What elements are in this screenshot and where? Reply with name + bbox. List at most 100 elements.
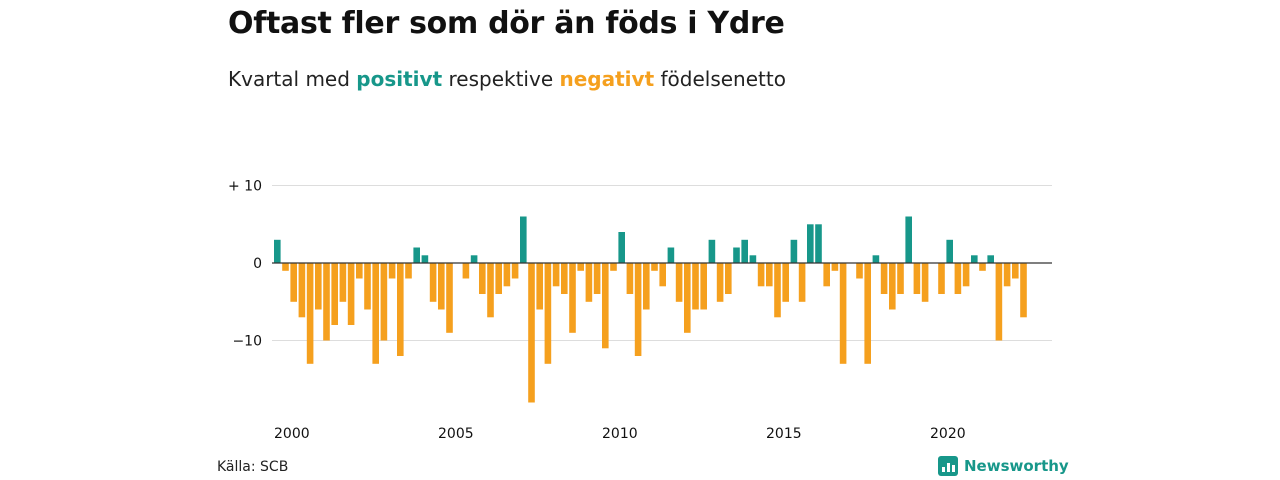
bar-negative: [405, 263, 412, 279]
bar-positive: [905, 216, 912, 263]
bar-negative: [659, 263, 666, 287]
bar-negative: [798, 263, 806, 302]
bar-negative: [585, 263, 593, 302]
bar-positive: [733, 247, 740, 263]
bar-negative: [495, 263, 502, 294]
x-tick-label: 2005: [438, 426, 474, 442]
bar-negative: [684, 263, 691, 333]
source-note: Källa: SCB: [217, 459, 289, 475]
bar-negative: [446, 263, 453, 333]
bar-negative: [979, 263, 986, 271]
bar-negative: [356, 263, 363, 279]
subtitle-middle: respektive: [448, 67, 554, 91]
bar-negative: [782, 263, 789, 302]
bar-negative: [593, 263, 601, 294]
bar-negative: [339, 263, 347, 302]
x-tick-label: 2020: [930, 426, 966, 442]
bar-negative: [716, 263, 724, 302]
bar-negative: [438, 263, 445, 310]
x-tick-label: 2000: [274, 426, 310, 442]
bar-negative: [380, 263, 388, 341]
bar-positive: [274, 239, 281, 264]
bar-positive: [749, 255, 757, 264]
y-tick-label: + 10: [228, 179, 262, 195]
bar-negative: [429, 263, 437, 302]
bar-negative: [880, 263, 888, 294]
bar-positive: [520, 216, 527, 263]
newsworthy-logo: Newsworthy: [938, 456, 1069, 476]
bar-negative: [331, 263, 338, 325]
bar-negative: [536, 263, 543, 310]
bar-negative: [938, 263, 945, 294]
bar-negative: [626, 263, 634, 294]
bar-layer: [274, 216, 1027, 403]
bar-negative: [823, 263, 830, 287]
bar-negative: [692, 263, 699, 310]
bar-negative: [913, 263, 921, 294]
bar-negative: [766, 263, 773, 287]
bar-negative: [725, 263, 732, 294]
bar-negative: [1020, 263, 1027, 318]
bar-negative: [298, 263, 306, 318]
bar-positive: [741, 239, 748, 264]
bar-positive: [413, 247, 420, 263]
bar-negative: [700, 263, 707, 310]
bar-positive: [667, 247, 675, 263]
subtitle-positive-label: positivt: [356, 67, 443, 91]
bar-negative: [397, 263, 404, 356]
bar-negative: [610, 263, 617, 271]
axis-layer: + 10 0 −10 2000 2005 2010 2015 2020: [228, 179, 1052, 442]
bar-positive: [987, 255, 994, 264]
bar-positive: [815, 224, 822, 264]
bar-positive: [971, 255, 978, 264]
y-tick-label: 0: [253, 256, 262, 272]
bar-negative: [995, 263, 1003, 341]
bar-negative: [347, 263, 355, 325]
bar-positive: [421, 255, 429, 264]
bar-negative: [561, 263, 568, 294]
bar-negative: [290, 263, 297, 302]
x-tick-label: 2010: [602, 426, 638, 442]
bar-negative: [864, 263, 871, 364]
bar-negative: [544, 263, 552, 364]
bar-positive: [807, 224, 814, 264]
bar-negative: [839, 263, 847, 364]
bar-negative: [856, 263, 863, 279]
bar-negative: [1012, 263, 1019, 279]
chart-title: Oftast fler som dör än föds i Ydre: [228, 6, 785, 41]
bar-negative: [528, 263, 535, 403]
bar-negative: [511, 263, 519, 279]
bar-positive: [790, 239, 798, 264]
bar-negative: [552, 263, 560, 287]
newsworthy-chart-icon: [938, 456, 958, 476]
bar-negative: [569, 263, 576, 333]
bar-negative: [831, 263, 839, 271]
bar-negative: [503, 263, 511, 287]
bar-negative: [634, 263, 642, 356]
bar-negative: [388, 263, 396, 279]
bar-positive: [708, 239, 716, 264]
subtitle-negative-label: negativt: [559, 67, 655, 91]
y-tick-label: −10: [232, 334, 262, 350]
x-tick-label: 2015: [766, 426, 802, 442]
brand-name: Newsworthy: [964, 457, 1069, 475]
bar-positive: [946, 239, 953, 264]
bar-negative: [962, 263, 970, 287]
subtitle-suffix: födelsenetto: [660, 67, 786, 91]
bar-negative: [889, 263, 896, 310]
subtitle-prefix: Kvartal med: [228, 67, 350, 91]
bar-negative: [323, 263, 330, 341]
bar-negative: [757, 263, 765, 287]
bar-negative: [487, 263, 494, 318]
bar-negative: [282, 263, 289, 271]
bar-positive: [872, 255, 880, 264]
bar-negative: [315, 263, 322, 310]
bar-negative: [372, 263, 379, 364]
bar-negative: [602, 263, 609, 349]
bar-negative: [1003, 263, 1011, 287]
bar-negative: [462, 263, 470, 279]
bar-negative: [364, 263, 371, 310]
bar-negative: [897, 263, 904, 294]
bar-negative: [479, 263, 486, 294]
